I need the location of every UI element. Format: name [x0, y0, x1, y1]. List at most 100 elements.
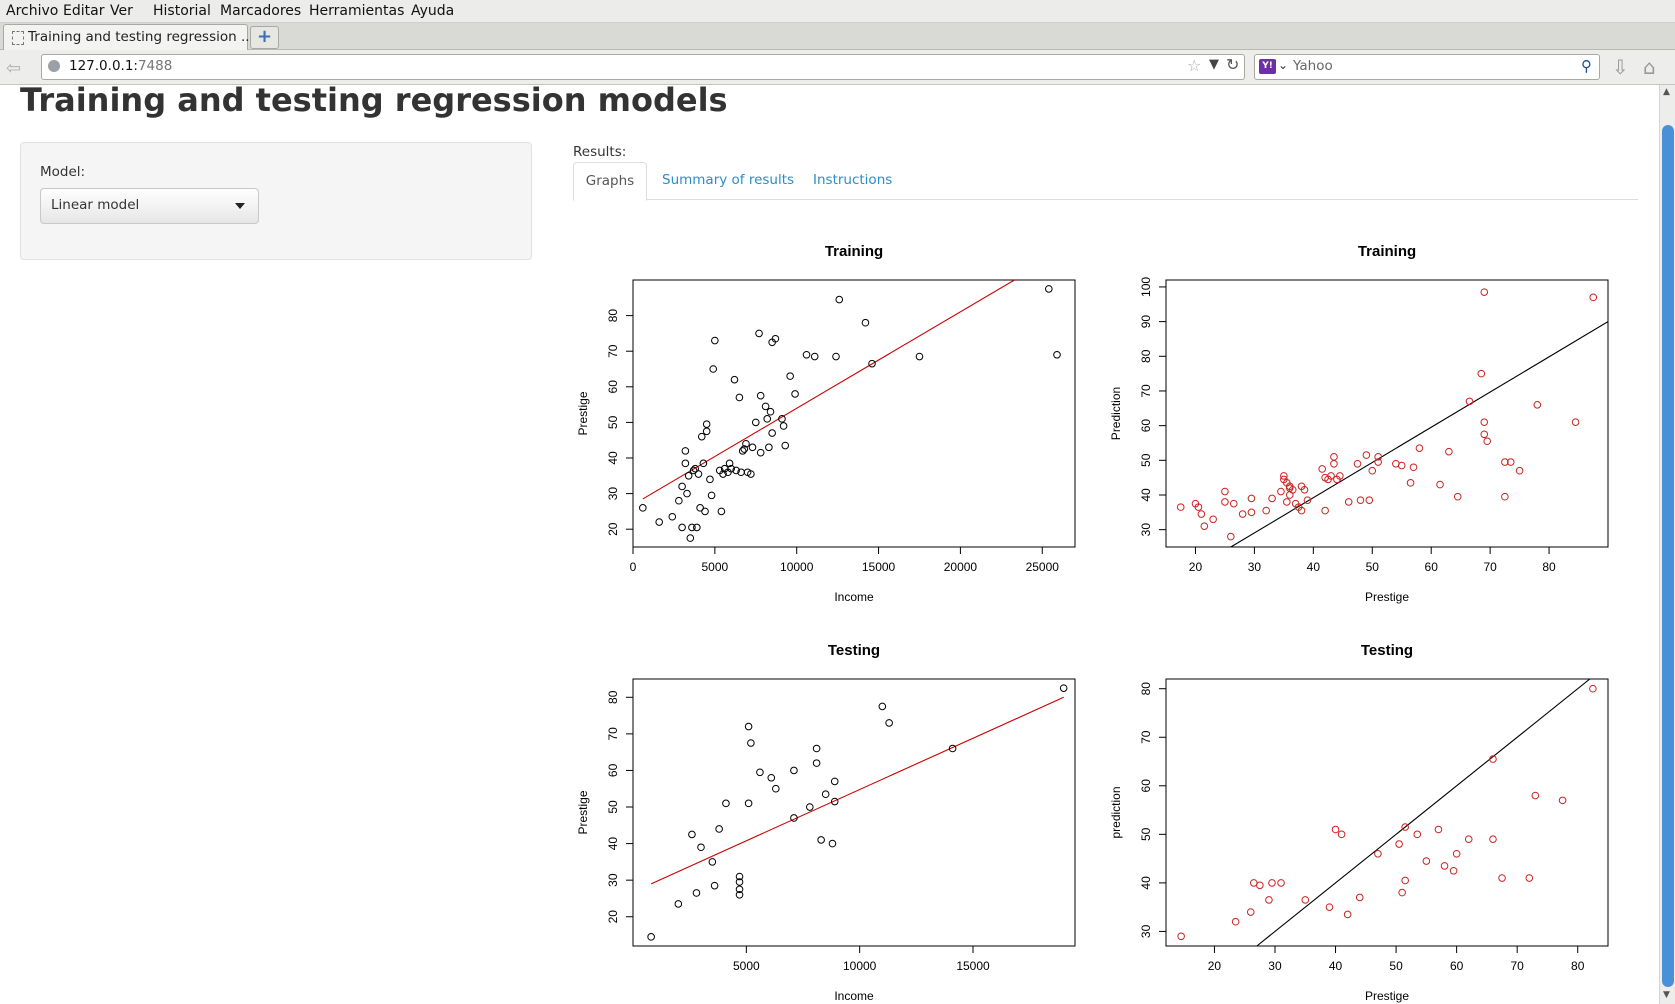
url-port: 7488: [137, 58, 173, 74]
search-icon[interactable]: ⚲: [1581, 57, 1592, 75]
menu-marcadores[interactable]: Marcadores: [220, 3, 302, 19]
chart-title: Training: [825, 243, 883, 260]
search-engine-dropdown-icon[interactable]: ⌄: [1278, 58, 1289, 72]
menu-historial[interactable]: Historial: [153, 3, 211, 19]
y-tick-label: 50: [606, 800, 620, 814]
data-point: [835, 295, 844, 304]
data-point: [735, 878, 744, 886]
x-tick-label: 20: [1208, 959, 1222, 973]
new-tab-button[interactable]: +: [250, 26, 279, 49]
x-axis-label: Prestige: [1365, 989, 1409, 1003]
menu-editar[interactable]: Editar: [63, 3, 105, 19]
data-point: [681, 459, 690, 468]
search-input[interactable]: Yahoo: [1293, 58, 1333, 74]
x-tick-label: 70: [1510, 959, 1524, 973]
fit-line: [642, 280, 1015, 500]
home-icon[interactable]: ⌂: [1643, 55, 1656, 79]
data-point: [772, 784, 780, 793]
data-point: [1464, 835, 1473, 844]
data-point: [701, 507, 709, 516]
menu-herramientas[interactable]: Herramientas: [309, 3, 405, 19]
data-point: [1498, 874, 1506, 882]
data-point: [1344, 498, 1353, 506]
x-tick-label: 80: [1571, 959, 1585, 973]
x-tick-label: 5000: [733, 959, 760, 973]
data-point: [1501, 492, 1509, 501]
tab-summary-of-results[interactable]: Summary of results: [662, 172, 795, 188]
data-point: [751, 418, 760, 427]
data-point: [885, 719, 893, 727]
data-point: [694, 470, 703, 478]
data-point: [1374, 458, 1382, 466]
data-point: [1489, 835, 1497, 844]
chart-title: Testing: [1361, 642, 1413, 659]
scrollbar-thumb[interactable]: [1662, 125, 1674, 987]
x-tick-label: 20000: [944, 560, 978, 574]
menu-ver[interactable]: Ver: [110, 3, 133, 19]
chart-title: Testing: [828, 642, 880, 659]
data-point: [1301, 896, 1310, 904]
x-tick-label: 60: [1425, 560, 1439, 574]
data-point: [1246, 908, 1255, 916]
data-point: [817, 836, 825, 844]
tab-instructions[interactable]: Instructions: [813, 172, 893, 188]
data-point: [821, 790, 830, 799]
data-point: [761, 402, 770, 411]
browser-tab[interactable]: Training and testing regression ...: [3, 24, 254, 50]
data-point: [1409, 463, 1418, 472]
data-point: [1515, 466, 1524, 475]
url-bar[interactable]: 127.0.0.1:7488 ☆ ▼ ↻: [41, 54, 1245, 80]
data-point: [1209, 515, 1217, 524]
search-bar[interactable]: Y! ⌄ Yahoo ⚲: [1254, 54, 1600, 80]
chevron-down-icon[interactable]: ▼: [1209, 57, 1219, 72]
data-point: [832, 352, 840, 361]
tab-graphs[interactable]: Graphs: [573, 162, 647, 201]
data-point: [702, 420, 711, 428]
data-point: [1288, 485, 1297, 494]
x-axis-label: Prestige: [1365, 590, 1409, 604]
scroll-down-icon[interactable]: ▼: [1663, 990, 1670, 1000]
data-point: [1356, 496, 1365, 504]
data-point: [1506, 458, 1515, 466]
data-point: [735, 872, 744, 881]
model-select[interactable]: Linear model: [40, 188, 259, 224]
data-point: [1374, 453, 1382, 461]
reload-icon[interactable]: ↻: [1226, 55, 1240, 74]
x-axis-label: Income: [834, 989, 874, 1003]
back-arrow-icon[interactable]: ⇦: [6, 58, 22, 79]
bookmark-star-icon[interactable]: ☆: [1187, 56, 1202, 75]
x-tick-label: 5000: [702, 560, 729, 574]
y-axis-label: Prestige: [576, 391, 590, 435]
data-point: [790, 814, 798, 822]
y-tick-label: 70: [606, 344, 620, 358]
fit-line: [1256, 679, 1591, 946]
url-text[interactable]: 127.0.0.1:7488: [69, 58, 172, 74]
scroll-up-icon[interactable]: ▲: [1663, 87, 1670, 97]
data-point: [693, 523, 701, 532]
data-point: [1401, 876, 1409, 885]
data-point: [678, 482, 686, 491]
data-point: [727, 464, 736, 473]
download-icon[interactable]: ⇩: [1612, 55, 1629, 79]
data-point: [1268, 879, 1276, 887]
menu-ayuda[interactable]: Ayuda: [411, 3, 455, 19]
yahoo-logo-icon[interactable]: Y!: [1259, 59, 1276, 74]
vertical-scrollbar[interactable]: ▲ ▼: [1659, 85, 1675, 1004]
data-point: [755, 329, 763, 338]
y-tick-label: 30: [1139, 523, 1153, 537]
data-point: [699, 459, 708, 468]
data-point: [767, 773, 776, 782]
y-axis-label: Prestige: [576, 790, 590, 834]
browser-tab-title: Training and testing regression ...: [28, 29, 254, 45]
data-point: [710, 881, 719, 890]
menu-archivo[interactable]: Archivo: [6, 3, 59, 19]
data-point: [1368, 466, 1377, 475]
data-point: [707, 491, 716, 500]
url-host: 127.0.0.1:: [69, 58, 138, 74]
y-tick-label: 30: [606, 487, 620, 501]
plot-frame: [632, 678, 1076, 947]
data-point: [1571, 418, 1580, 426]
data-point: [1501, 458, 1509, 466]
y-tick-label: 60: [606, 380, 620, 394]
x-tick-label: 0: [630, 560, 637, 574]
